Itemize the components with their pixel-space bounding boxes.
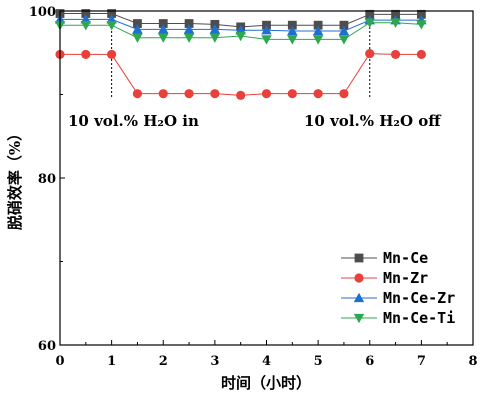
x-tick-label: 4 <box>262 354 271 369</box>
data-point-Mn-Ce-Ti <box>390 18 401 28</box>
data-point-Mn-Ce <box>158 19 168 28</box>
data-point-Mn-Ce-Ti <box>235 31 246 42</box>
data-point-Mn-Ce-Ti <box>132 33 143 43</box>
data-point-Mn-Ce-Ti <box>80 21 92 31</box>
data-point-Mn-Ce <box>81 9 91 18</box>
data-point-Mn-Zr <box>184 89 194 99</box>
legend-marker-Mn-Ce <box>354 253 364 263</box>
data-point-Mn-Ce-Ti <box>261 35 272 45</box>
data-point-Mn-Ce-Ti <box>416 20 427 30</box>
data-point-Mn-Zr <box>236 90 246 100</box>
y-tick-label: 60 <box>38 339 56 354</box>
data-point-Mn-Ce-Ti <box>338 35 350 45</box>
data-point-Mn-Ce-Zr <box>312 25 324 36</box>
y-tick-label: 80 <box>38 172 56 187</box>
x-tick-label: 0 <box>55 354 64 369</box>
y-axis-label: 脱硝效率（%） <box>6 126 24 230</box>
data-point-Mn-Ce-Zr <box>261 25 272 35</box>
x-tick-label: 3 <box>210 354 219 369</box>
data-point-Mn-Zr <box>132 89 143 99</box>
data-point-Mn-Ce-Ti <box>158 33 169 43</box>
data-point-Mn-Zr <box>390 49 401 60</box>
legend-label-Mn-Ce: Mn-Ce <box>383 249 428 267</box>
data-point-Mn-Ce-Zr <box>209 24 221 34</box>
series-line-Mn-Zr <box>60 53 422 96</box>
data-point-Mn-Zr <box>365 48 375 59</box>
data-point-Mn-Ce <box>339 20 349 30</box>
data-point-Mn-Zr <box>158 89 168 99</box>
data-point-Mn-Ce <box>107 9 117 18</box>
legend-marker-Mn-Ce-Ti <box>353 313 365 324</box>
data-point-Mn-Ce-Ti <box>312 35 324 45</box>
data-point-Mn-Zr <box>81 49 91 60</box>
data-point-Mn-Ce-Zr <box>158 24 169 34</box>
legend-marker-Mn-Ce-Zr <box>353 292 365 303</box>
data-point-Mn-Ce <box>416 9 426 19</box>
data-point-Mn-Ce <box>184 19 194 28</box>
data-point-Mn-Ce-Zr <box>132 24 143 34</box>
legend-label-Mn-Zr: Mn-Zr <box>383 269 428 287</box>
x-axis-label: 时间（小时） <box>221 374 311 392</box>
legend-label-Mn-Ce-Ti: Mn-Ce-Ti <box>383 309 455 327</box>
data-point-Mn-Ce-Ti <box>183 33 195 43</box>
data-point-Mn-Ce <box>365 9 375 19</box>
data-point-Mn-Ce <box>133 19 142 28</box>
y-tick-label: 100 <box>29 5 56 20</box>
x-tick-label: 5 <box>314 354 323 369</box>
data-point-Mn-Ce <box>287 20 297 30</box>
legend-marker-Mn-Zr <box>354 273 364 283</box>
data-point-Mn-Ce-Zr <box>287 25 298 36</box>
annotation-label: 10 vol.% H₂O in <box>68 112 199 130</box>
data-point-Mn-Ce-Ti <box>287 35 298 45</box>
data-point-Mn-Zr <box>416 49 426 60</box>
x-tick-label: 6 <box>365 354 374 369</box>
x-tick-label: 7 <box>417 354 426 369</box>
data-point-Mn-Ce-Ti <box>209 33 221 43</box>
annotation-label: 10 vol.% H₂O off <box>304 112 442 130</box>
data-point-Mn-Zr <box>210 89 220 99</box>
data-point-Mn-Ce-Zr <box>183 24 195 34</box>
data-point-Mn-Ce-Ti <box>106 21 117 31</box>
data-point-Mn-Zr <box>287 89 297 99</box>
x-tick-label: 8 <box>468 354 477 369</box>
data-point-Mn-Ce <box>313 20 323 30</box>
data-point-Mn-Ce <box>391 9 400 19</box>
legend-label-Mn-Ce-Zr: Mn-Ce-Zr <box>383 289 455 307</box>
data-point-Mn-Ce-Zr <box>338 25 350 36</box>
data-point-Mn-Zr <box>107 49 117 60</box>
data-point-Mn-Zr <box>313 89 323 99</box>
data-point-Mn-Zr <box>261 89 272 99</box>
x-tick-label: 1 <box>107 354 116 369</box>
x-tick-label: 2 <box>159 354 168 369</box>
data-point-Mn-Zr <box>339 89 349 99</box>
data-point-Mn-Ce-Ti <box>364 18 375 28</box>
legend: Mn-Ce Mn-Zr Mn-Ce-Zr Mn-Ce-Ti <box>341 249 455 327</box>
